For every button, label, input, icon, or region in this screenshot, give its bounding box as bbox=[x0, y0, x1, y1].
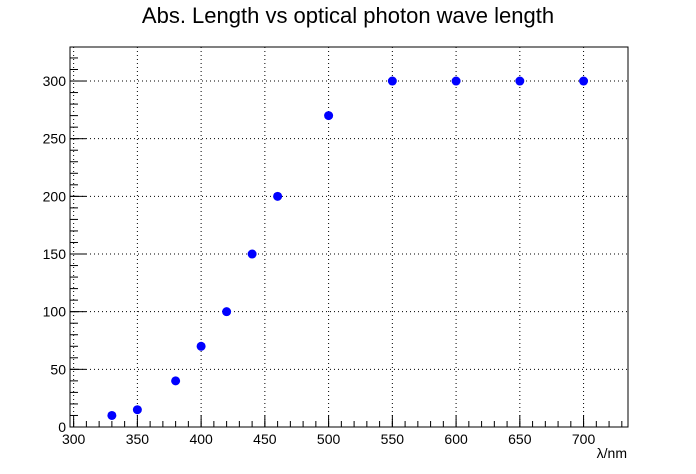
data-point bbox=[222, 307, 232, 317]
data-point bbox=[515, 76, 525, 86]
data-point bbox=[273, 191, 283, 201]
data-point bbox=[107, 410, 117, 420]
y-tick-label: 0 bbox=[58, 419, 66, 435]
y-tick-label: 150 bbox=[43, 246, 67, 262]
y-tick-label: 100 bbox=[43, 304, 67, 320]
x-tick-label: 600 bbox=[444, 431, 468, 447]
x-tick-label: 350 bbox=[126, 431, 150, 447]
data-point bbox=[387, 76, 397, 86]
data-point bbox=[196, 341, 206, 351]
chart-title: Abs. Length vs optical photon wave lengt… bbox=[142, 3, 554, 28]
grid bbox=[70, 47, 628, 427]
data-point bbox=[579, 76, 589, 86]
data-point bbox=[171, 376, 181, 386]
y-tick-label: 50 bbox=[50, 361, 66, 377]
x-tick-label: 300 bbox=[62, 431, 86, 447]
y-tick-label: 250 bbox=[43, 131, 67, 147]
x-tick-label: 650 bbox=[508, 431, 532, 447]
axis-ticks bbox=[70, 57, 623, 428]
x-tick-label: 550 bbox=[381, 431, 405, 447]
x-tick-label: 500 bbox=[317, 431, 341, 447]
x-axis-label: λ/nm bbox=[597, 445, 627, 461]
data-point bbox=[324, 111, 334, 121]
x-tick-label: 450 bbox=[253, 431, 277, 447]
y-tick-label: 300 bbox=[43, 73, 67, 89]
x-tick-label: 700 bbox=[572, 431, 596, 447]
data-point bbox=[247, 249, 257, 259]
y-tick-label: 200 bbox=[43, 188, 67, 204]
x-tick-label: 400 bbox=[189, 431, 213, 447]
data-points bbox=[107, 76, 589, 420]
y-tick-labels: 0 50 100 150 200 250 300 bbox=[43, 73, 67, 435]
data-point bbox=[132, 405, 142, 415]
x-tick-labels: 300 350 400 450 500 550 600 650 700 bbox=[62, 431, 596, 447]
plot-frame bbox=[69, 46, 629, 428]
data-point bbox=[451, 76, 461, 86]
